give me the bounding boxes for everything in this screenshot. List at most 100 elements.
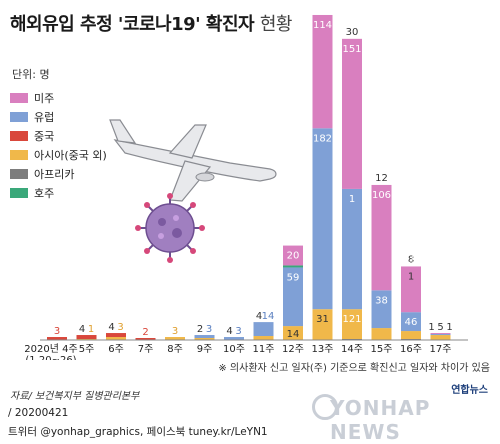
bar-segment [312, 128, 333, 310]
data-label: 3 [54, 326, 60, 337]
x-tick-label: 2020년 4주 [24, 343, 77, 355]
credit-line: 트위터 @yonhap_graphics, 페이스북 tuney.kr/LeYN… [8, 426, 268, 438]
data-label: 106 [372, 190, 391, 201]
bar-segment [430, 334, 451, 336]
data-label: 59 [287, 272, 300, 283]
bar-segment [283, 267, 303, 327]
data-label: 38 [375, 295, 388, 306]
bar-segment [401, 266, 421, 313]
data-label: 4 [256, 311, 262, 322]
chart-title: 해외유입 추정 '코로나19' 확진자 현황 [10, 10, 293, 36]
bar-segment [106, 337, 126, 340]
x-tick-label: 14주 [341, 344, 363, 355]
bars-group [47, 14, 451, 340]
data-label: 20 [287, 251, 300, 262]
data-label: 1 [408, 271, 414, 282]
data-label: 1 [349, 194, 355, 205]
legend-item: 아프리카 [10, 164, 160, 183]
legend-swatch [10, 130, 28, 141]
data-label: 5 [437, 322, 443, 333]
data-label: 3 [172, 326, 178, 337]
x-tick-label: 9주 [197, 344, 213, 355]
data-label: 46 [405, 317, 418, 328]
bar-segment [430, 335, 451, 340]
legend-label: 유럽 [34, 110, 55, 124]
airplane-illustration [109, 119, 277, 202]
legend-label: 미주 [34, 91, 55, 105]
legend-item: 아시아(중국 외) [10, 145, 160, 164]
bar-segment [312, 14, 333, 129]
legend-label: 호주 [34, 186, 55, 200]
data-label: 12 [375, 173, 388, 184]
bar-segment [135, 338, 156, 340]
bar-segment [371, 328, 392, 340]
data-label: 4 [79, 324, 85, 335]
data-label: 1 [88, 324, 94, 335]
x-tick-label: 15주 [371, 344, 393, 355]
bar-segment [342, 38, 362, 189]
chart-area: 3 4 1 4 3 2 3 2 3 4 34 1414592203118211430121115112… [24, 14, 468, 360]
unit-label: 단위: 명 [12, 68, 50, 81]
footnote: ※ 의사환자 신고 일자(주) 기준으로 확진신고 일자와 차이가 있음 [218, 363, 490, 374]
legend-swatch [10, 111, 28, 122]
data-label: 121 [342, 314, 361, 325]
bar-segment [283, 326, 303, 340]
data-label: 2 [290, 234, 296, 245]
bar-segment [165, 337, 185, 340]
legend-item: 미주 [10, 88, 160, 107]
x-tick-label: 7주 [138, 344, 154, 355]
data-labels-group: 3 4 1 4 3 2 3 2 3 4 34 1414592203118211430121115112… [54, 20, 453, 340]
bar-segment [312, 309, 333, 340]
x-tick-labels-group: 2020년 4주(1.20~26)5주 6주 7주 8주 9주 10주 11주 12주 13주 1… [24, 343, 451, 360]
legend-label: 아시아(중국 외) [34, 148, 107, 162]
data-label: 30 [346, 27, 359, 38]
legend-item: 호주 [10, 183, 160, 202]
bar-segment [342, 188, 362, 310]
chart-title-main: 해외유입 추정 '코로나19' 확진자 [10, 14, 255, 35]
virus-illustration [135, 193, 205, 263]
x-tick-label: 8주 [167, 344, 183, 355]
data-label: 1 [428, 322, 434, 333]
data-label: 31 [316, 314, 329, 325]
data-label: 14 [262, 311, 275, 322]
watermark: YONHAP NEWS [330, 396, 431, 444]
yonhap-logo-small: 연합뉴스 [451, 385, 488, 396]
legend-swatch [10, 187, 28, 198]
x-tick-label: 17주 [430, 344, 452, 355]
data-label: 114 [313, 20, 332, 31]
chart-title-sub: 현황 [259, 14, 293, 35]
data-label: 4 [226, 326, 232, 337]
bar-segment [401, 312, 421, 332]
bar-segment [401, 331, 421, 340]
legend-label: 중국 [34, 129, 55, 143]
bar-segment [283, 245, 303, 266]
publish-date: / 20200421 [8, 407, 69, 419]
bar-segment [371, 290, 392, 329]
data-label: 3 [206, 324, 212, 335]
bar-segment [342, 309, 362, 340]
bar-segment [371, 184, 392, 291]
bar-segment [194, 338, 215, 340]
data-label: 2 [142, 327, 148, 338]
legend-swatch [10, 168, 28, 179]
yonhap-logo-icon [312, 394, 338, 420]
x-tick-label: 12주 [282, 344, 304, 355]
bar-segment [224, 337, 244, 340]
bar-segment [253, 336, 274, 340]
x-tick-label: 11주 [253, 344, 275, 355]
bar-segment [47, 337, 67, 340]
x-tick-label: (1.20~26) [25, 355, 76, 360]
data-label: 151 [342, 44, 361, 55]
data-label: 3 [117, 322, 123, 333]
x-tick-label: 5주 [79, 344, 95, 355]
x-tick-label: 16주 [400, 344, 422, 355]
bar-segment [194, 335, 215, 339]
bar-segment [283, 265, 303, 268]
data-label: 4 [108, 322, 114, 333]
legend-label: 아프리카 [34, 167, 75, 181]
source-note: 자료/ 보건복지부 질병관리본부 [10, 391, 140, 402]
data-label: 3 [235, 326, 241, 337]
data-label: 19 [405, 254, 418, 265]
bar-segment [253, 322, 274, 337]
